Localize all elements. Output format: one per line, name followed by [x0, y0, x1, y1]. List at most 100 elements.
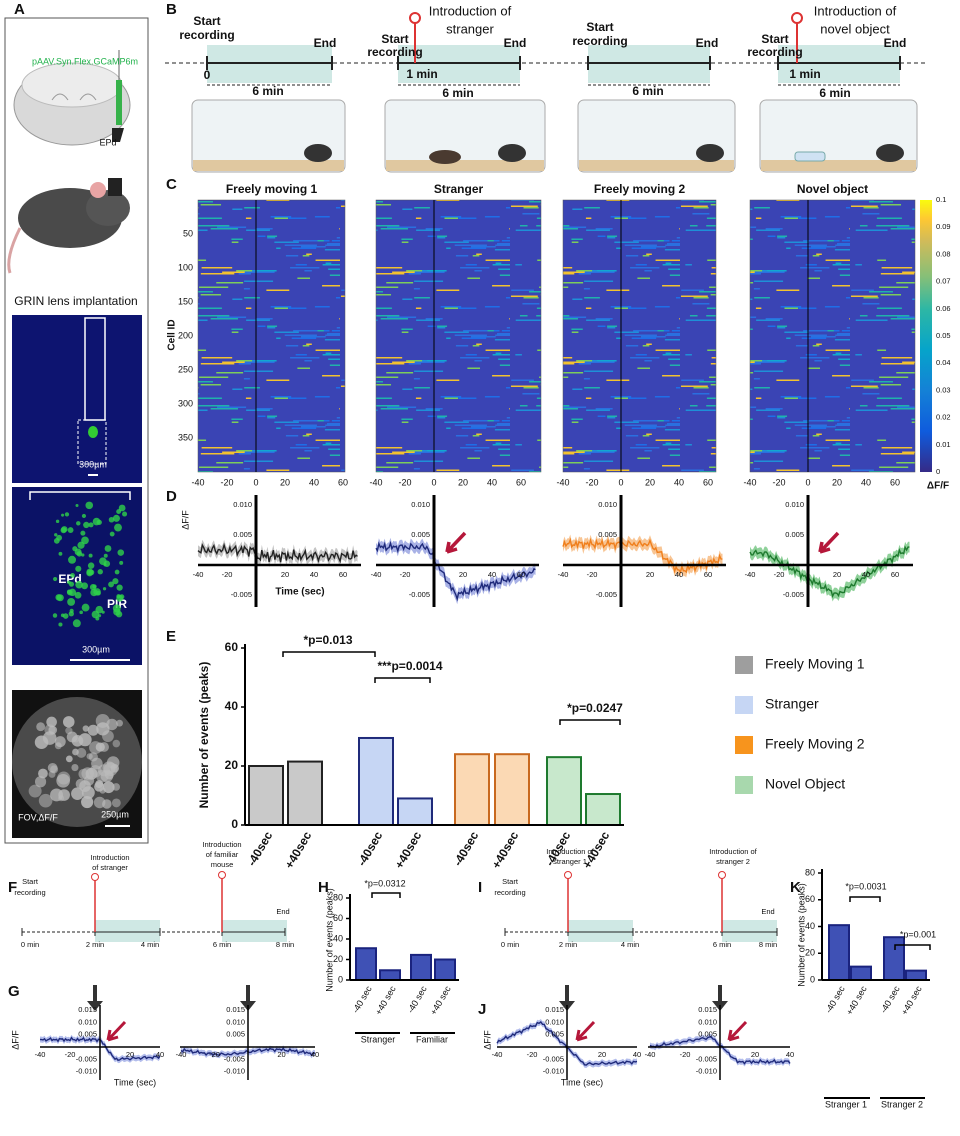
y-tick-label: 0.010 [233, 500, 252, 509]
x-tick-label: -40sec [355, 829, 386, 869]
cell-fluorescence [67, 597, 76, 606]
y-tick-label: 60 [333, 913, 343, 923]
cell-fluorescence [98, 614, 102, 618]
cell-fluorescence [80, 530, 86, 536]
colorbar-tick-label: 0 [936, 467, 940, 476]
bar [546, 756, 582, 827]
heatmap-title: Stranger [434, 182, 484, 196]
cell-fluorescence [108, 581, 114, 588]
fov-cell [34, 776, 47, 788]
cell-fluorescence [116, 584, 123, 591]
x-tick-label: 20 [281, 570, 289, 579]
x-tick-label: -20 [585, 477, 598, 487]
fov-cell [28, 784, 42, 798]
x-tick-label: -40 sec [823, 984, 847, 1015]
timeline-label: Start [381, 32, 408, 46]
panel-label: C [166, 176, 177, 193]
y-tick-label: 0.010 [78, 1017, 97, 1026]
bar [828, 924, 850, 981]
y-tick-label: -0.010 [224, 1067, 245, 1076]
significance-bracket [371, 892, 401, 898]
x-tick-label: 0 [431, 477, 436, 487]
y-axis-label: Number of events (peaks) [324, 888, 334, 992]
legend-swatch [735, 656, 753, 674]
fov-cell [38, 768, 48, 779]
panel-a-text: 300µm [79, 459, 107, 469]
x-tick-label: -40 sec [405, 984, 429, 1015]
timeline-label: Introduction of [814, 3, 897, 18]
fov-cell [93, 796, 106, 809]
arena-illustrations [191, 99, 918, 173]
cell-fluorescence [88, 553, 93, 558]
cell-fluorescence [87, 562, 95, 569]
x-tick-label: 20 [598, 1050, 606, 1059]
cell-fluorescence [67, 527, 74, 533]
y-tick-label: 0.015 [545, 1005, 564, 1014]
y-tick-label: 40 [805, 921, 815, 931]
panel-a-text: 300µm [82, 644, 110, 654]
group-label: Familiar [416, 1034, 448, 1044]
bar [358, 736, 394, 826]
y-tick-label: -0.005 [783, 590, 804, 599]
y-tick-label: -0.010 [696, 1067, 717, 1076]
cell-fluorescence [81, 603, 90, 612]
fov-cell [36, 722, 46, 732]
x-tick-label: -20 [772, 477, 785, 487]
trace-band [650, 1034, 790, 1067]
cell-fluorescence [75, 565, 82, 572]
y-tick-label: 0.005 [411, 530, 430, 539]
timeline-label: Start [502, 877, 519, 886]
timeline-label: 2 min [86, 940, 104, 949]
y-tick-label: 0.015 [698, 1005, 717, 1014]
fov-cell [112, 739, 121, 748]
timeline-label: Introduction [202, 840, 241, 849]
cell-fluorescence [103, 563, 107, 567]
cell-fluorescence [68, 555, 77, 564]
x-axis-label: Time (sec) [561, 1077, 603, 1087]
legend-label: Freely Moving 1 [765, 656, 865, 672]
y-tick-label: 0.015 [78, 1005, 97, 1014]
timeline-label: 6 min [713, 940, 731, 949]
x-axis-label: Time (sec) [275, 587, 324, 598]
x-tick-label: +40 sec [899, 984, 924, 1017]
timeline-label: 4 min [141, 940, 159, 949]
x-tick-label: -20 [774, 570, 785, 579]
x-tick-label: +40 sec [373, 984, 398, 1017]
x-tick-label: 20 [832, 477, 842, 487]
y-tick-label: 0.005 [598, 530, 617, 539]
y-tick-label: 0 [231, 817, 238, 831]
y-tick-label: 150 [178, 296, 193, 306]
fov-cell [48, 725, 58, 735]
x-tick-label: -20 [209, 1050, 220, 1059]
timeline-label: recording [747, 45, 802, 59]
cell-fluorescence [81, 513, 87, 519]
timeline-label: recording [367, 45, 422, 59]
x-tick-label: -20 [680, 1050, 691, 1059]
heatmap-title: Novel object [797, 182, 868, 196]
bar [454, 753, 490, 827]
y-tick-label: 0.005 [233, 530, 252, 539]
brain-section [13, 50, 131, 146]
y-tick-label: -0.010 [543, 1067, 564, 1076]
heatmap [197, 199, 346, 473]
timeline-label: End [314, 36, 337, 50]
fov-cell [54, 742, 62, 750]
x-tick-label: 40 [862, 570, 870, 579]
fov-cell [38, 793, 53, 808]
cell-fluorescence [112, 514, 120, 522]
trace-band [497, 1019, 637, 1068]
timeline-label: Start [586, 20, 613, 34]
bar [434, 958, 456, 981]
cell-fluorescence [112, 604, 121, 613]
timeline-label: novel object [820, 21, 890, 36]
cell-fluorescence [86, 569, 93, 577]
x-axis-label: Time (sec) [114, 1077, 156, 1087]
cell-fluorescence [62, 613, 69, 619]
x-tick-label: -40 [176, 1050, 187, 1059]
fov-cell [94, 781, 105, 792]
x-tick-label: 20 [751, 1050, 759, 1059]
x-tick-label: -40 sec [878, 984, 902, 1015]
x-tick-label: 20 [646, 570, 654, 579]
